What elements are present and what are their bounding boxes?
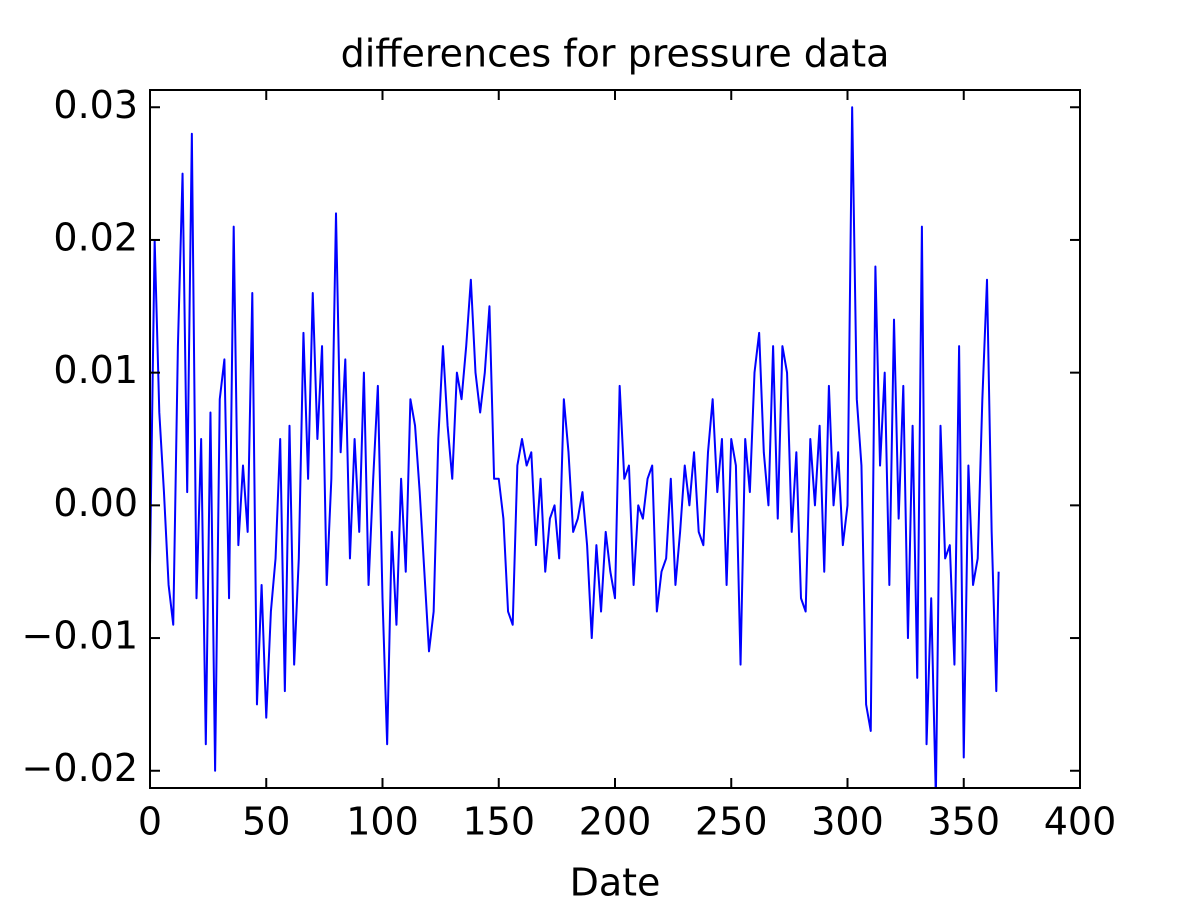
x-tick-label: 350 (927, 800, 1000, 844)
y-tick-label: −0.01 (22, 614, 138, 658)
x-tick-label: 100 (346, 800, 419, 844)
data-line (150, 106, 1000, 788)
y-tick-label: 0.01 (53, 348, 138, 392)
plot-area (150, 106, 1000, 788)
x-tick-label: 300 (811, 800, 884, 844)
y-tick-label: 0.02 (53, 215, 138, 259)
y-tick-label: 0.03 (53, 83, 138, 127)
x-tick-label: 400 (1044, 800, 1117, 844)
x-tick-label: 250 (695, 800, 768, 844)
x-tick-label: 0 (138, 800, 162, 844)
x-axis-label: Date (570, 861, 661, 900)
x-tick-label: 50 (242, 800, 290, 844)
y-tick-label: 0.00 (53, 481, 138, 525)
x-tick-label: 150 (462, 800, 535, 844)
x-tick-label: 200 (579, 800, 652, 844)
y-tick-label: −0.02 (22, 746, 138, 790)
chart-title: differences for pressure data (341, 32, 890, 76)
